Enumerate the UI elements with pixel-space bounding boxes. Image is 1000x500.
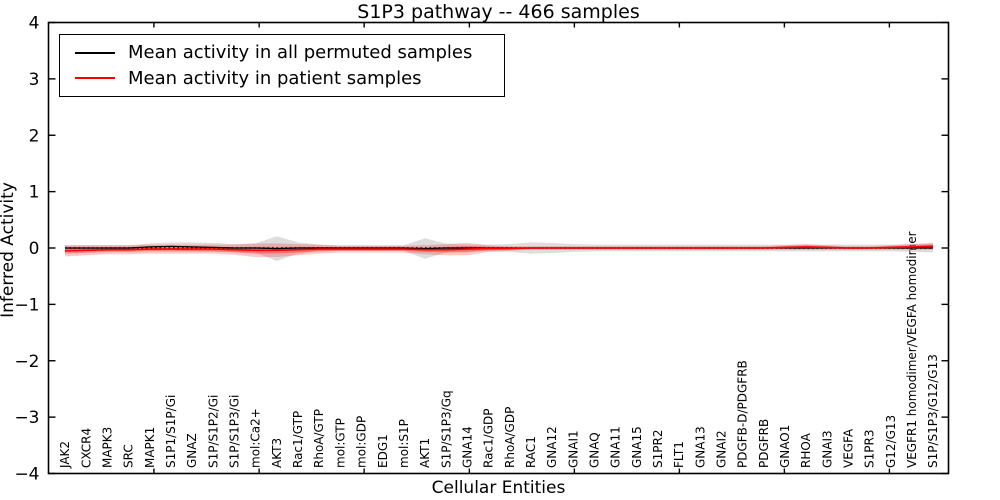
y-tick-label: 4 bbox=[29, 14, 40, 34]
x-category-label: Rac1/GTP bbox=[291, 411, 305, 468]
x-category-label: mol:Ca2+ bbox=[249, 408, 263, 468]
x-category-label: VEGFR1 homodimer/VEGFA homodimer bbox=[905, 231, 919, 468]
legend-line-patient-icon bbox=[75, 77, 115, 80]
y-axis-label: Inferred Activity bbox=[0, 182, 18, 318]
x-category-label: S1P1/S1P/Gi bbox=[164, 395, 178, 468]
chart-title: S1P3 pathway -- 466 samples bbox=[357, 1, 640, 23]
x-category-label: S1P/S1P2/Gi bbox=[206, 395, 220, 468]
legend: Mean activity in all permuted samples Me… bbox=[59, 34, 505, 97]
x-category-label: SRC bbox=[122, 444, 136, 468]
legend-entry-patient: Mean activity in patient samples bbox=[75, 68, 504, 89]
x-category-label: AKT1 bbox=[418, 438, 432, 468]
x-category-label: EDG1 bbox=[376, 434, 390, 468]
y-tick-label: −4 bbox=[14, 465, 39, 485]
x-category-label: GNAI1 bbox=[566, 430, 580, 468]
x-category-label: GNAZ bbox=[185, 433, 199, 468]
x-category-label: Rac1/GDP bbox=[482, 409, 496, 468]
x-category-label: S1PR3 bbox=[863, 430, 877, 468]
x-category-label: S1P/S1P3/Gq bbox=[439, 390, 453, 468]
x-category-label: CXCR4 bbox=[79, 428, 93, 468]
legend-label-permuted: Mean activity in all permuted samples bbox=[128, 42, 473, 64]
x-category-label: VEGFA bbox=[842, 428, 856, 468]
legend-label-patient: Mean activity in patient samples bbox=[128, 67, 422, 89]
x-category-label: RhoA/GTP bbox=[312, 409, 326, 468]
x-category-label: PDGFRB bbox=[757, 419, 771, 468]
x-category-label: S1PR2 bbox=[651, 430, 665, 468]
legend-entry-permuted: Mean activity in all permuted samples bbox=[75, 42, 504, 63]
x-category-label: mol:S1P bbox=[397, 419, 411, 468]
x-category-label: MAPK3 bbox=[101, 427, 115, 468]
y-tick-label: −3 bbox=[14, 408, 39, 428]
x-category-label: PDGFB-D/PDGFRB bbox=[736, 360, 750, 468]
x-category-label: AKT3 bbox=[270, 438, 284, 468]
y-tick-label: 1 bbox=[29, 183, 40, 203]
x-axis-label: Cellular Entities bbox=[431, 478, 566, 498]
x-category-label: RHOA bbox=[799, 432, 813, 468]
x-category-label: GNAI2 bbox=[715, 430, 729, 468]
y-tick-label: −2 bbox=[14, 352, 39, 372]
x-category-label: GNA15 bbox=[630, 426, 644, 468]
x-category-label: GNA13 bbox=[693, 426, 707, 468]
y-tick-label: 0 bbox=[29, 239, 40, 259]
patient-mean-line bbox=[64, 245, 934, 252]
x-category-label: mol:GDP bbox=[355, 416, 369, 468]
x-category-label: JAK2 bbox=[58, 441, 72, 469]
y-tick-label: 2 bbox=[29, 126, 40, 146]
x-category-label: MAPK1 bbox=[143, 427, 157, 468]
x-category-label: RAC1 bbox=[524, 436, 538, 468]
patient-band bbox=[65, 242, 933, 257]
x-category-label: RhoA/GDP bbox=[503, 407, 517, 468]
legend-line-permuted-icon bbox=[75, 51, 115, 54]
x-category-label: S1P/S1P3/G12/G13 bbox=[926, 354, 940, 468]
y-tick-label: −1 bbox=[14, 295, 39, 315]
x-category-label: GNAI3 bbox=[820, 430, 834, 468]
x-category-label: GNAQ bbox=[588, 432, 602, 468]
x-category-label: GNA14 bbox=[460, 426, 474, 468]
x-category-label: GNA11 bbox=[609, 426, 623, 468]
y-tick-label: 3 bbox=[29, 70, 40, 90]
x-category-label: GNA12 bbox=[545, 426, 559, 468]
x-category-label: FLT1 bbox=[672, 441, 686, 468]
x-category-label: S1P/S1P3/Gi bbox=[228, 395, 242, 468]
x-category-label: G12/G13 bbox=[884, 415, 898, 468]
x-category-label: mol:GTP bbox=[333, 418, 347, 468]
x-category-label: GNAO1 bbox=[778, 425, 792, 468]
